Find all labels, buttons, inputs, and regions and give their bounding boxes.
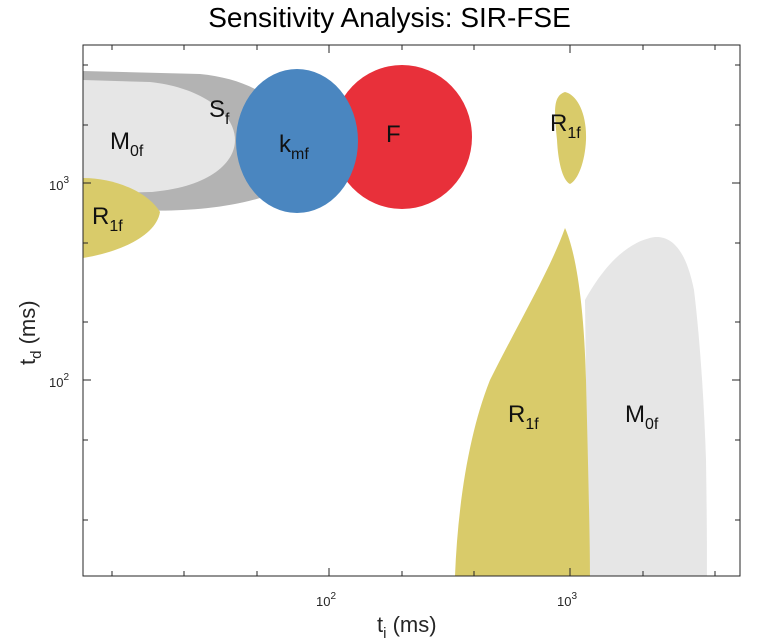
region-label-s-f: Sf <box>209 96 230 128</box>
tick-marks <box>83 45 740 576</box>
region-label-r-1f-bottom: R1f <box>508 401 539 433</box>
region-m-0f-right <box>585 236 707 576</box>
region-label-f: F <box>386 121 401 148</box>
region-label-m-0f-right: M0f <box>625 401 659 433</box>
x-axis-label: ti (ms) <box>377 612 437 642</box>
region-m-0f-left <box>83 80 235 194</box>
region-r-1f-top <box>555 92 587 184</box>
region-label-r-1f-left: R1f <box>92 203 123 235</box>
chart-title: Sensitivity Analysis: SIR-FSE <box>208 2 571 33</box>
plot-frame <box>82 44 741 577</box>
x-tick-label-1000: 103 <box>557 591 577 609</box>
region-k-mf <box>236 69 358 213</box>
region-r-1f-bottom <box>455 228 590 576</box>
x-tick-label-100: 102 <box>316 591 336 609</box>
region-label-r-1f-top: R1f <box>550 110 581 142</box>
region-label-m-0f-left: M0f <box>110 128 144 160</box>
region-label-k-mf: kmf <box>279 131 309 163</box>
region-f <box>332 65 472 209</box>
y-tick-label-1000: 103 <box>49 175 69 193</box>
y-axis-label: td (ms) <box>15 300 45 365</box>
region-r-1f-left <box>83 178 160 258</box>
y-tick-label-100: 102 <box>49 372 69 390</box>
